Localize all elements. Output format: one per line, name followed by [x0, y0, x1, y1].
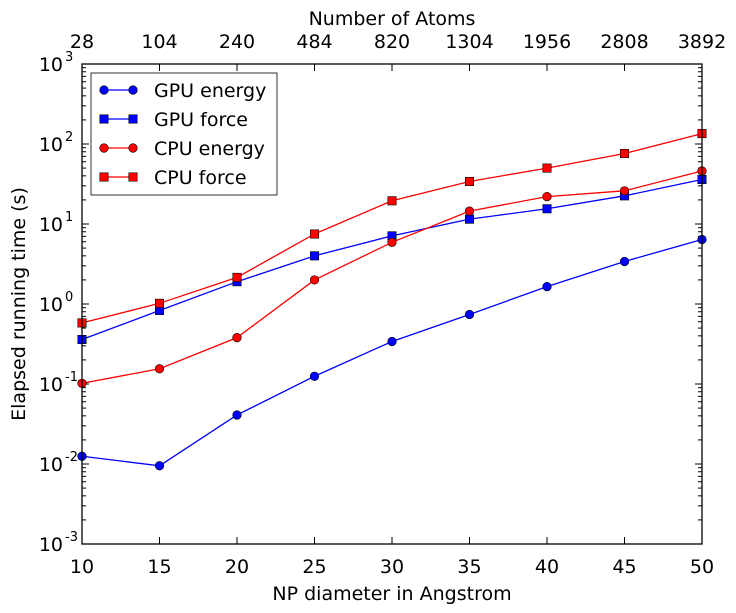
- data-point: [542, 282, 552, 292]
- legend-marker: [128, 143, 138, 153]
- data-point: [309, 229, 319, 239]
- data-point: [542, 163, 552, 173]
- series-cpu-force: [77, 129, 707, 328]
- y-tick-label: 10: [39, 214, 63, 236]
- x2-tick-label: 1956: [523, 31, 571, 53]
- data-point: [154, 461, 165, 471]
- y-tick-exponent: -1: [65, 370, 78, 385]
- x-tick-label: 15: [147, 556, 171, 578]
- x2-tick-label: 3892: [678, 31, 726, 53]
- y-tick-exponent: 0: [65, 290, 73, 305]
- data-point: [309, 371, 320, 381]
- data-point: [232, 272, 242, 282]
- x2-tick-label: 28: [70, 31, 94, 53]
- data-point: [232, 410, 242, 420]
- legend-label: CPU energy: [154, 138, 265, 160]
- legend-item: GPU force: [99, 109, 248, 131]
- data-point: [232, 333, 242, 343]
- legend-label: GPU energy: [154, 80, 266, 102]
- y-axis-title: Elapsed running time (s): [8, 187, 30, 421]
- series-line: [81, 238, 703, 467]
- legend-frame: [90, 72, 278, 196]
- legend-marker: [99, 143, 109, 153]
- legend-marker: [99, 114, 109, 124]
- legend-label: GPU force: [154, 109, 248, 131]
- y-tick-exponent: 2: [65, 130, 73, 145]
- x2-tick-label: 104: [141, 31, 177, 53]
- y-tick-exponent: -3: [65, 530, 78, 545]
- data-point: [542, 204, 552, 214]
- series-gpu-energy: [77, 234, 707, 471]
- legend-marker: [99, 172, 109, 182]
- legend-marker: [99, 85, 109, 95]
- x-tick-label: 35: [457, 556, 481, 578]
- data-point: [542, 192, 552, 202]
- x2-tick-label: 484: [296, 31, 332, 53]
- data-point: [387, 237, 397, 247]
- x2-tick-label: 240: [219, 31, 255, 53]
- data-point: [619, 256, 630, 267]
- data-point: [619, 186, 630, 196]
- plot-frame: [81, 63, 703, 545]
- data-point: [154, 364, 165, 374]
- data-point: [309, 275, 320, 285]
- x-tick-label: 40: [535, 556, 559, 578]
- legend-item: CPU energy: [99, 138, 265, 160]
- y-tick-exponent: -2: [65, 450, 78, 465]
- x2-axis-title: Number of Atoms: [309, 8, 476, 30]
- data-point: [464, 176, 474, 186]
- data-point: [155, 298, 165, 308]
- ticks-layer: 1028151042024025484308203513044019564528…: [39, 31, 726, 578]
- x-tick-label: 10: [70, 556, 94, 578]
- legend-marker: [128, 85, 138, 95]
- data-point: [464, 206, 475, 216]
- data-point: [387, 336, 397, 347]
- y-tick-label: 10: [39, 374, 63, 396]
- data-point: [387, 196, 397, 206]
- data-point: [309, 251, 319, 261]
- legend-marker: [128, 114, 138, 124]
- series-layer: [77, 129, 707, 471]
- x-tick-label: 50: [690, 556, 714, 578]
- x2-tick-label: 2808: [600, 31, 648, 53]
- y-tick-label: 10: [39, 534, 63, 556]
- y-tick-label: 10: [39, 54, 63, 76]
- x-tick-label: 45: [612, 556, 636, 578]
- x-tick-label: 30: [380, 556, 404, 578]
- y-tick-label: 10: [39, 134, 63, 156]
- y-tick-exponent: 3: [65, 50, 73, 65]
- data-point: [464, 214, 474, 224]
- legend-label: CPU force: [154, 167, 247, 189]
- y-tick-label: 10: [39, 454, 63, 476]
- data-point: [619, 149, 629, 159]
- x-tick-label: 25: [302, 556, 326, 578]
- legend-item: CPU force: [99, 167, 247, 189]
- y-tick-label: 10: [39, 294, 63, 316]
- legend: GPU energy GPU force CPU energy CPU force: [90, 72, 278, 196]
- x-axis-title: NP diameter in Angstrom: [272, 583, 511, 605]
- y-tick-exponent: 1: [65, 210, 73, 225]
- x-tick-label: 20: [225, 556, 249, 578]
- legend-marker: [128, 172, 138, 182]
- x2-tick-label: 820: [374, 31, 410, 53]
- data-point: [464, 309, 475, 320]
- legend-item: GPU energy: [99, 80, 266, 102]
- x2-tick-label: 1304: [445, 31, 493, 53]
